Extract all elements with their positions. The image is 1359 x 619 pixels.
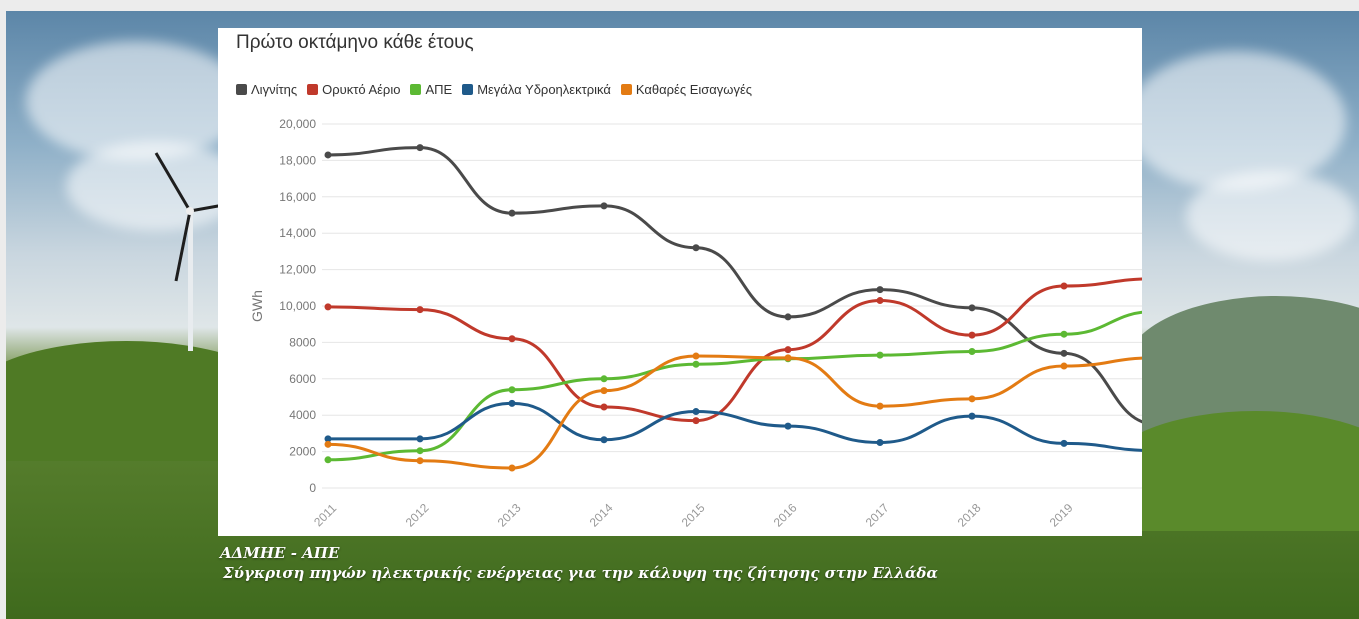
data-point (692, 244, 700, 252)
data-point (600, 375, 608, 383)
x-tick-label: 2017 (863, 501, 892, 530)
data-point (600, 403, 608, 411)
legend-swatch (620, 84, 632, 95)
legend-label: ΑΠΕ (425, 82, 453, 97)
data-point (416, 306, 424, 314)
data-point (508, 464, 516, 472)
y-tick-label: 2000 (289, 445, 316, 459)
y-tick-label: 4000 (289, 408, 316, 422)
series-line (327, 354, 1142, 470)
image-caption: ΑΔΜΗΕ - ΑΠΕ Σύγκριση πηγών ηλεκτρικής εν… (220, 543, 938, 583)
data-point (692, 408, 700, 416)
y-tick-label: 20,000 (279, 117, 316, 131)
line-chart: 0 2000 4000 6000 8000 10,000 12,000 14,000 16,00… (249, 117, 1142, 530)
legend-swatch (462, 84, 474, 95)
legend-label: Μεγάλα Υδροηλεκτρικά (477, 82, 611, 97)
data-point (968, 348, 976, 355)
data-point (968, 395, 976, 403)
x-tick-label: 2013 (495, 501, 524, 530)
x-tick-label: 2014 (587, 501, 616, 530)
data-point (876, 297, 884, 305)
y-tick-label: 12,000 (279, 263, 316, 277)
legend-swatch (410, 84, 422, 95)
data-point (508, 335, 516, 343)
y-tick-label: 8000 (289, 335, 316, 349)
legend-item[interactable]: Μεγάλα Υδροηλεκτρικά (462, 82, 611, 97)
hill (1106, 411, 1359, 531)
data-point (324, 435, 332, 443)
series-line (327, 277, 1142, 423)
data-point (1060, 362, 1068, 370)
x-tick-label: 2012 (403, 501, 432, 530)
data-point (968, 412, 976, 420)
data-point (416, 447, 424, 455)
data-point (324, 303, 332, 311)
data-point (784, 422, 792, 430)
data-point (508, 386, 516, 394)
data-point (876, 439, 884, 446)
data-point (784, 346, 792, 354)
data-point (968, 304, 976, 312)
cloud (26, 41, 246, 161)
y-tick-label: 6000 (289, 372, 316, 386)
caption-description: Σύγκριση πηγών ηλεκτρικής ενέργειας για … (223, 564, 938, 582)
legend-label: Καθαρές Εισαγωγές (635, 82, 753, 97)
data-point (968, 331, 976, 339)
data-point (508, 209, 516, 217)
data-point (784, 354, 792, 362)
caption-source: ΑΔΜΗΕ - ΑΠΕ (220, 544, 340, 562)
series-line (327, 310, 1142, 462)
data-point (600, 202, 608, 210)
data-point (600, 436, 608, 444)
data-point (876, 351, 884, 359)
data-point (416, 457, 424, 465)
y-tick-label: 18,000 (279, 153, 316, 167)
cloud (66, 141, 246, 231)
data-point (876, 286, 884, 294)
series-line (327, 401, 1142, 452)
legend-swatch (236, 84, 247, 95)
data-point (784, 313, 792, 321)
y-tick-label: 0 (309, 481, 316, 495)
legend-label: Ορυκτό Αέριο (322, 82, 401, 97)
data-point (324, 440, 332, 448)
legend-label: Λιγνίτης (251, 82, 298, 97)
legend-item[interactable]: Ορυκτό Αέριο (307, 82, 400, 97)
legend-item[interactable]: Λιγνίτης (236, 82, 297, 97)
legend-item[interactable]: Καθαρές Εισαγωγές (620, 82, 753, 97)
data-point (692, 417, 700, 425)
y-tick-label: 14,000 (279, 226, 316, 240)
chart-legend: Λιγνίτης Ορυκτό Αέριο ΑΠΕ Μεγάλα Υδροηλεκτρ… (236, 82, 752, 97)
x-tick-label: 2015 (679, 501, 708, 530)
cloud (1126, 51, 1346, 191)
data-point (1060, 330, 1068, 338)
data-point (876, 402, 884, 410)
y-tick-label: 16,000 (279, 190, 316, 204)
chart-title: Πρώτο οκτάμηνο κάθε έτους (236, 32, 474, 53)
x-tick-label: 2019 (1047, 501, 1076, 530)
y-axis-label: GWh (249, 290, 265, 322)
data-point (600, 387, 608, 395)
data-point (1060, 282, 1068, 290)
x-tick-label: 2018 (955, 501, 984, 530)
legend-swatch (307, 84, 319, 95)
data-point (692, 352, 700, 360)
data-point (1060, 439, 1068, 447)
x-tick-label: 2011 (311, 501, 339, 529)
data-point (324, 151, 332, 159)
data-point (416, 435, 424, 443)
data-point (416, 144, 424, 152)
cloud (1186, 171, 1356, 261)
data-point (1060, 349, 1068, 357)
data-point (692, 360, 700, 368)
chart-card: Πρώτο οκτάμηνο κάθε έτους Λιγνίτης Ορυκτό… (218, 28, 1142, 536)
data-point (324, 456, 332, 464)
x-tick-label: 2016 (771, 501, 800, 530)
y-tick-label: 10,000 (279, 299, 316, 313)
data-point (508, 399, 516, 407)
legend-item[interactable]: ΑΠΕ (410, 82, 452, 97)
